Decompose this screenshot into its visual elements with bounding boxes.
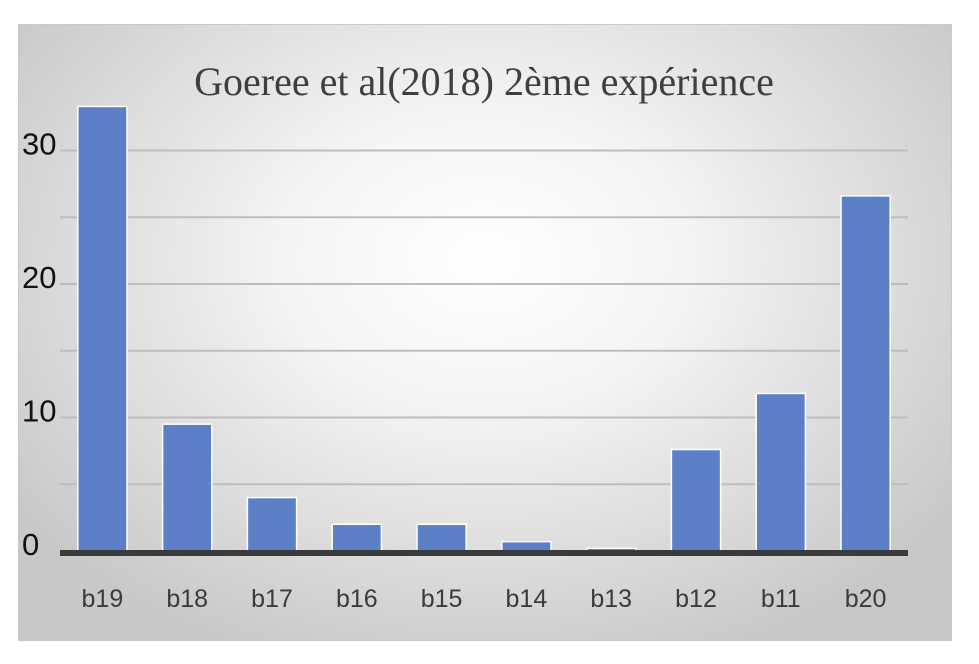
y-tick-label: 0 [22, 527, 39, 562]
bar-b15 [416, 523, 467, 552]
x-tick-label: b17 [251, 585, 293, 613]
y-axis-ticks: 0 10 20 30 [22, 127, 56, 563]
bar-b16 [331, 523, 383, 552]
x-tick-label: b19 [82, 585, 124, 613]
x-tick-label: b11 [761, 585, 801, 613]
bars [77, 105, 891, 552]
x-axis-ticks: b19 b18 b17 b16 b15 b14 b13 b12 b11 b20 [82, 585, 887, 613]
x-tick-label: b15 [421, 585, 463, 613]
chart-title: Goeree et al(2018) 2ème expérience [194, 59, 774, 104]
x-tick-label: b16 [336, 585, 378, 613]
bar-b14 [501, 540, 552, 552]
y-tick-label: 30 [22, 127, 56, 162]
y-tick-label: 10 [22, 394, 56, 429]
bar-b17 [246, 496, 298, 552]
bar-b19 [77, 105, 128, 552]
bar-b20 [840, 195, 891, 552]
x-tick-label: b18 [166, 585, 208, 613]
x-tick-label: b14 [506, 585, 548, 613]
x-tick-label: b20 [845, 585, 887, 613]
bar-b12 [670, 448, 722, 552]
bar-b11 [755, 392, 807, 552]
x-tick-label: b12 [675, 585, 717, 613]
bar-b18 [161, 423, 213, 552]
y-tick-label: 20 [22, 260, 56, 295]
x-tick-label: b13 [590, 585, 632, 613]
